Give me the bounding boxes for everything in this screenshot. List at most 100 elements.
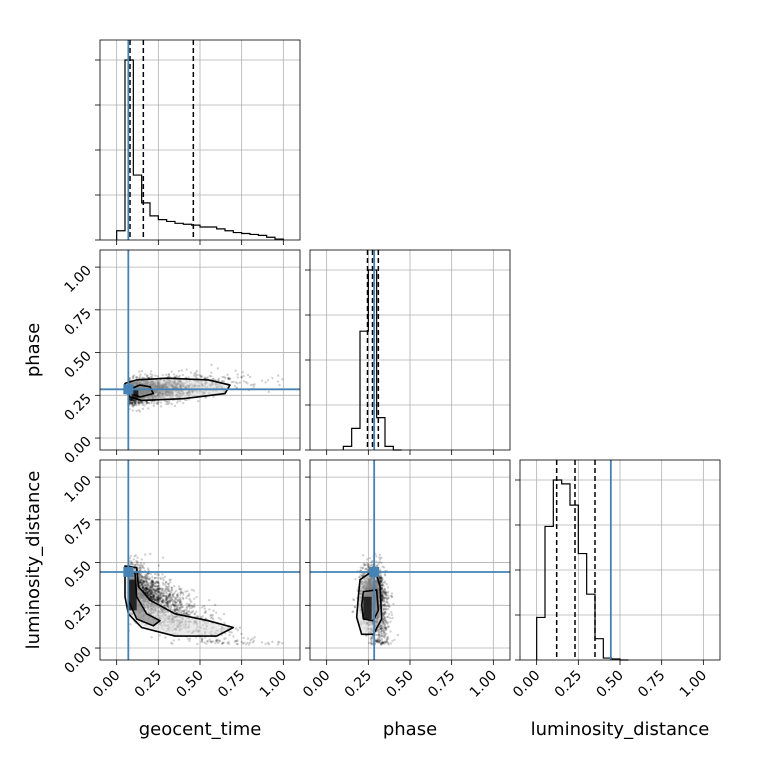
scatter-geocent-time-vs-luminosity-distance-point	[188, 613, 192, 617]
scatter-phase-vs-luminosity-distance-point	[383, 588, 387, 591]
scatter-geocent-time-vs-luminosity-distance-point	[166, 600, 170, 604]
scatter-phase-vs-luminosity-distance-point	[383, 574, 387, 577]
scatter-geocent-time-vs-luminosity-distance-point	[147, 567, 150, 570]
scatter-geocent-time-vs-luminosity-distance-point	[201, 606, 204, 609]
scatter-geocent-time-vs-luminosity-distance-point	[154, 592, 157, 595]
scatter-geocent-time-vs-phase-point	[130, 398, 133, 402]
scatter-geocent-time-vs-luminosity-distance-point	[142, 581, 146, 585]
scatter-geocent-time-vs-luminosity-distance-point	[138, 567, 141, 571]
scatter-geocent-time-vs-luminosity-distance-point	[171, 598, 174, 601]
scatter-geocent-time-vs-luminosity-distance-point	[144, 583, 147, 587]
scatter-geocent-time-vs-luminosity-distance-point	[184, 590, 187, 593]
scatter-geocent-time-vs-luminosity-distance-point	[157, 597, 160, 601]
scatter-geocent-time-vs-luminosity-distance-point	[266, 641, 270, 644]
scatter-geocent-time-vs-luminosity-distance-point	[162, 594, 165, 598]
scatter-geocent-time-vs-luminosity-distance-point	[179, 589, 183, 592]
scatter-phase-vs-luminosity-distance-point	[382, 600, 385, 604]
scatter-geocent-time-vs-luminosity-distance-point	[150, 596, 153, 599]
scatter-geocent-time-vs-phase-point	[232, 380, 235, 384]
scatter-geocent-time-vs-luminosity-distance-point	[140, 575, 143, 578]
scatter-geocent-time-vs-phase-point	[209, 375, 213, 378]
scatter-geocent-time-vs-luminosity-distance-point	[149, 590, 152, 594]
scatter-geocent-time-vs-luminosity-distance-point	[202, 604, 206, 608]
scatter-geocent-time-vs-luminosity-distance-point	[180, 587, 183, 591]
scatter-geocent-time-vs-phase-point	[159, 401, 163, 404]
scatter-geocent-time-vs-phase-point	[240, 376, 243, 379]
scatter-geocent-time-vs-luminosity-distance-point	[179, 604, 183, 607]
scatter-geocent-time-vs-luminosity-distance-point	[174, 603, 178, 607]
scatter-geocent-time-vs-phase-point	[129, 401, 132, 404]
scatter-geocent-time-vs-phase-point	[251, 383, 255, 386]
scatter-geocent-time-vs-luminosity-distance-point	[141, 583, 145, 587]
scatter-geocent-time-vs-luminosity-distance-point	[219, 618, 222, 621]
scatter-geocent-time-vs-phase-point	[138, 370, 141, 373]
panels: 0.00 0.25 0.50 0.75 1.000.000.250.500.751.00…	[61, 39, 721, 701]
scatter-geocent-time-vs-luminosity-distance-point	[149, 595, 153, 598]
scatter-geocent-time-vs-phase-point	[138, 401, 141, 405]
scatter-geocent-time-vs-luminosity-distance-point	[142, 579, 145, 583]
scatter-geocent-time-vs-phase-point	[157, 401, 160, 404]
scatter-geocent-time-vs-luminosity-distance-point	[138, 572, 142, 576]
scatter-geocent-time-vs-luminosity-distance-point	[163, 604, 166, 607]
scatter-geocent-time-vs-luminosity-distance-point	[169, 581, 172, 584]
scatter-geocent-time-vs-luminosity-distance-point	[178, 587, 181, 591]
scatter-geocent-time-vs-luminosity-distance-point	[200, 638, 204, 642]
scatter-geocent-time-vs-luminosity-distance-point	[151, 595, 155, 599]
scatter-geocent-time-vs-luminosity-distance-point	[140, 558, 143, 561]
scatter-geocent-time-vs-luminosity-distance-point	[155, 584, 158, 588]
scatter-geocent-time-vs-luminosity-distance-point	[217, 616, 221, 620]
scatter-geocent-time-vs-luminosity-distance-point	[210, 641, 213, 644]
scatter-geocent-time-vs-luminosity-distance-point	[135, 559, 138, 563]
scatter-geocent-time-vs-luminosity-distance-point	[150, 592, 154, 596]
scatter-geocent-time-vs-luminosity-distance-point	[148, 595, 151, 599]
scatter-geocent-time-vs-phase-point	[131, 398, 135, 402]
scatter-geocent-time-vs-luminosity-distance-point	[211, 616, 214, 619]
scatter-geocent-time-vs-luminosity-distance-point	[172, 603, 176, 606]
scatter-geocent-time-vs-luminosity-distance-point	[160, 600, 164, 603]
scatter-geocent-time-vs-luminosity-distance-point	[143, 553, 147, 556]
scatter-geocent-time-vs-luminosity-distance-point	[150, 585, 153, 588]
scatter-geocent-time-vs-phase-point	[133, 400, 137, 403]
scatter-geocent-time-vs-phase-point	[198, 374, 202, 377]
scatter-geocent-time-vs-luminosity-distance-point	[221, 642, 224, 645]
scatter-geocent-time-vs-luminosity-distance-point	[163, 594, 166, 597]
scatter-geocent-time-vs-luminosity-distance-point	[145, 586, 148, 590]
scatter-geocent-time-vs-luminosity-distance-core-fill	[128, 579, 137, 611]
scatter-geocent-time-vs-luminosity-distance-point	[143, 588, 147, 591]
scatter-geocent-time-vs-luminosity-distance-point	[143, 584, 146, 587]
scatter-geocent-time-vs-phase-point	[141, 403, 145, 406]
scatter-geocent-time-vs-luminosity-distance-point	[150, 581, 154, 584]
scatter-geocent-time-vs-luminosity-distance-point	[142, 586, 145, 590]
scatter-geocent-time-vs-luminosity-distance-point	[140, 576, 144, 579]
scatter-geocent-time-vs-luminosity-distance-point	[165, 597, 168, 601]
scatter-geocent-time-vs-luminosity-distance-point	[135, 561, 139, 564]
scatter-geocent-time-vs-luminosity-distance-point	[153, 598, 156, 601]
scatter-geocent-time-vs-phase-point	[137, 377, 141, 380]
scatter-phase-vs-luminosity-distance-point	[379, 572, 383, 576]
scatter-geocent-time-vs-luminosity-distance-point	[132, 558, 136, 561]
scatter-geocent-time-vs-luminosity-distance-point	[149, 572, 152, 576]
scatter-phase-vs-luminosity-distance-point	[381, 578, 384, 581]
scatter-geocent-time-vs-luminosity-distance-point	[199, 616, 203, 619]
scatter-geocent-time-vs-luminosity-distance-point	[148, 587, 151, 591]
scatter-geocent-time-vs-luminosity-distance-point	[182, 597, 185, 601]
scatter-geocent-time-vs-luminosity-distance-point	[178, 588, 181, 591]
scatter-geocent-time-vs-luminosity-distance-point	[174, 597, 178, 601]
scatter-geocent-time-vs-luminosity-distance-point	[203, 607, 207, 610]
scatter-geocent-time-vs-luminosity-distance-point	[169, 605, 173, 608]
scatter-phase-vs-luminosity-distance-point	[379, 581, 383, 584]
scatter-geocent-time-vs-luminosity-distance-point	[178, 606, 182, 609]
scatter-geocent-time-vs-phase-outer-contour	[124, 377, 231, 402]
scatter-geocent-time-vs-luminosity-distance-point	[150, 580, 154, 583]
scatter-geocent-time-vs-luminosity-distance-point	[159, 591, 162, 595]
scatter-geocent-time-vs-luminosity-distance-point	[149, 597, 153, 600]
scatter-geocent-time-vs-luminosity-distance-point	[236, 639, 239, 642]
scatter-geocent-time-vs-luminosity-distance-point	[185, 611, 188, 614]
scatter-geocent-time-vs-luminosity-distance-point	[150, 597, 154, 600]
scatter-geocent-time-vs-luminosity-distance-point	[147, 593, 151, 596]
scatter-geocent-time-vs-luminosity-distance-point	[178, 601, 182, 604]
scatter-geocent-time-vs-phase-content	[100, 250, 300, 450]
scatter-geocent-time-vs-luminosity-distance-point	[208, 638, 211, 641]
scatter-geocent-time-vs-phase-point	[267, 390, 270, 394]
scatter-geocent-time-vs-luminosity-distance-point	[267, 642, 270, 646]
